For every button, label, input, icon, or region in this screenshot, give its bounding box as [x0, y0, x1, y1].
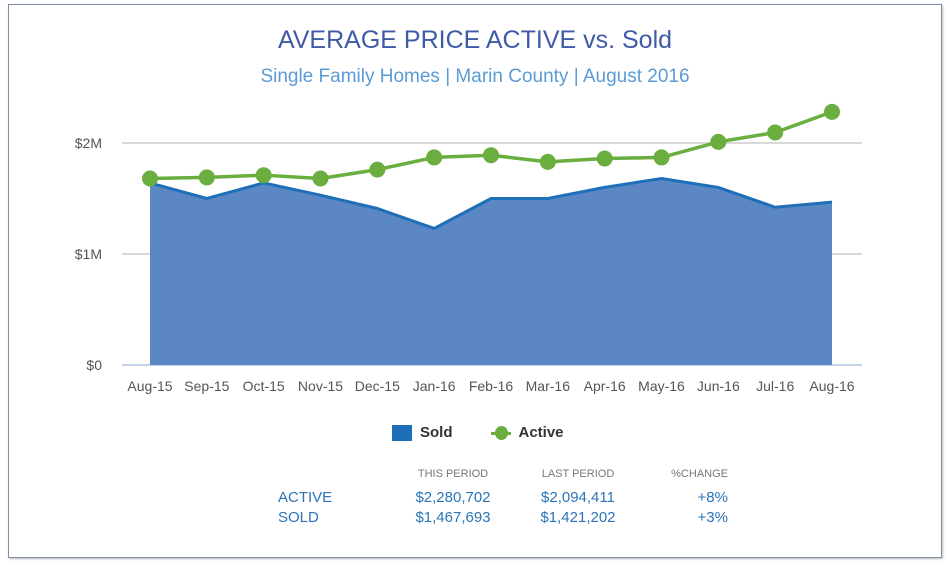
sold-area: [150, 178, 832, 365]
y-tick-label: $1M: [75, 246, 102, 262]
last-period-value: $1,421,202: [540, 509, 616, 526]
header-blank: [278, 468, 393, 488]
header-this-period: THIS PERIOD: [417, 468, 489, 480]
change-value: +8%: [697, 489, 728, 506]
active-point: [255, 167, 272, 184]
x-tick-label: Mar-16: [526, 378, 571, 394]
active-point: [142, 170, 158, 187]
x-tick-label: Sep-15: [184, 378, 229, 394]
chart-subtitle: Single Family Homes | Marin County | Aug…: [260, 66, 690, 87]
active-point: [369, 161, 386, 178]
last-period-value: $2,094,411: [541, 489, 615, 506]
x-tick-label: Oct-15: [243, 378, 285, 394]
active-point: [539, 153, 556, 170]
summary-header-row: THIS PERIOD LAST PERIOD %CHANGE: [278, 468, 728, 488]
active-point: [710, 133, 727, 150]
x-tick-label: Dec-15: [355, 378, 400, 394]
legend-active-marker: [490, 425, 511, 440]
x-tick-label: Jan-16: [413, 378, 456, 394]
active-point: [824, 103, 840, 120]
row-label: SOLD: [278, 509, 319, 526]
active-point: [653, 149, 670, 166]
active-point: [312, 170, 329, 187]
change-value: +3%: [697, 509, 728, 526]
x-tick-label: May-16: [638, 378, 685, 394]
active-line: [149, 110, 833, 181]
x-tick-label: Jun-16: [697, 378, 740, 394]
active-point: [198, 169, 215, 186]
header-last-period: LAST PERIOD: [541, 468, 615, 480]
legend-sold-swatch: [392, 424, 412, 441]
legend-active-label: Active: [518, 424, 564, 441]
active-point: [767, 124, 784, 141]
active-point: [596, 150, 613, 167]
legend-sold-label: Sold: [420, 424, 453, 441]
chart-title: AVERAGE PRICE ACTIVE vs. Sold: [277, 26, 673, 54]
active-point: [426, 149, 443, 166]
summary-row-sold: SOLD $1,467,693 $1,421,202 +3%: [278, 508, 728, 528]
summary-row-active: ACTIVE $2,280,702 $2,094,411 +8%: [278, 488, 728, 508]
x-tick-label: Aug-15: [127, 378, 172, 394]
header-change: %CHANGE: [671, 468, 728, 480]
this-period-value: $1,467,693: [415, 509, 491, 526]
x-tick-label: Aug-16: [809, 378, 854, 394]
row-label: ACTIVE: [278, 489, 333, 506]
legend: Sold Active: [392, 424, 564, 441]
active-point: [483, 147, 499, 164]
y-tick-label: $2M: [75, 135, 102, 151]
x-tick-label: Nov-15: [298, 378, 343, 394]
this-period-value: $2,280,702: [415, 489, 491, 506]
x-tick-label: Apr-16: [584, 378, 626, 394]
x-tick-label: Feb-16: [469, 378, 514, 394]
x-tick-label: Jul-16: [756, 378, 794, 394]
y-tick-label: $0: [86, 357, 102, 373]
summary-table: THIS PERIOD LAST PERIOD %CHANGE ACTIVE $…: [278, 468, 728, 528]
